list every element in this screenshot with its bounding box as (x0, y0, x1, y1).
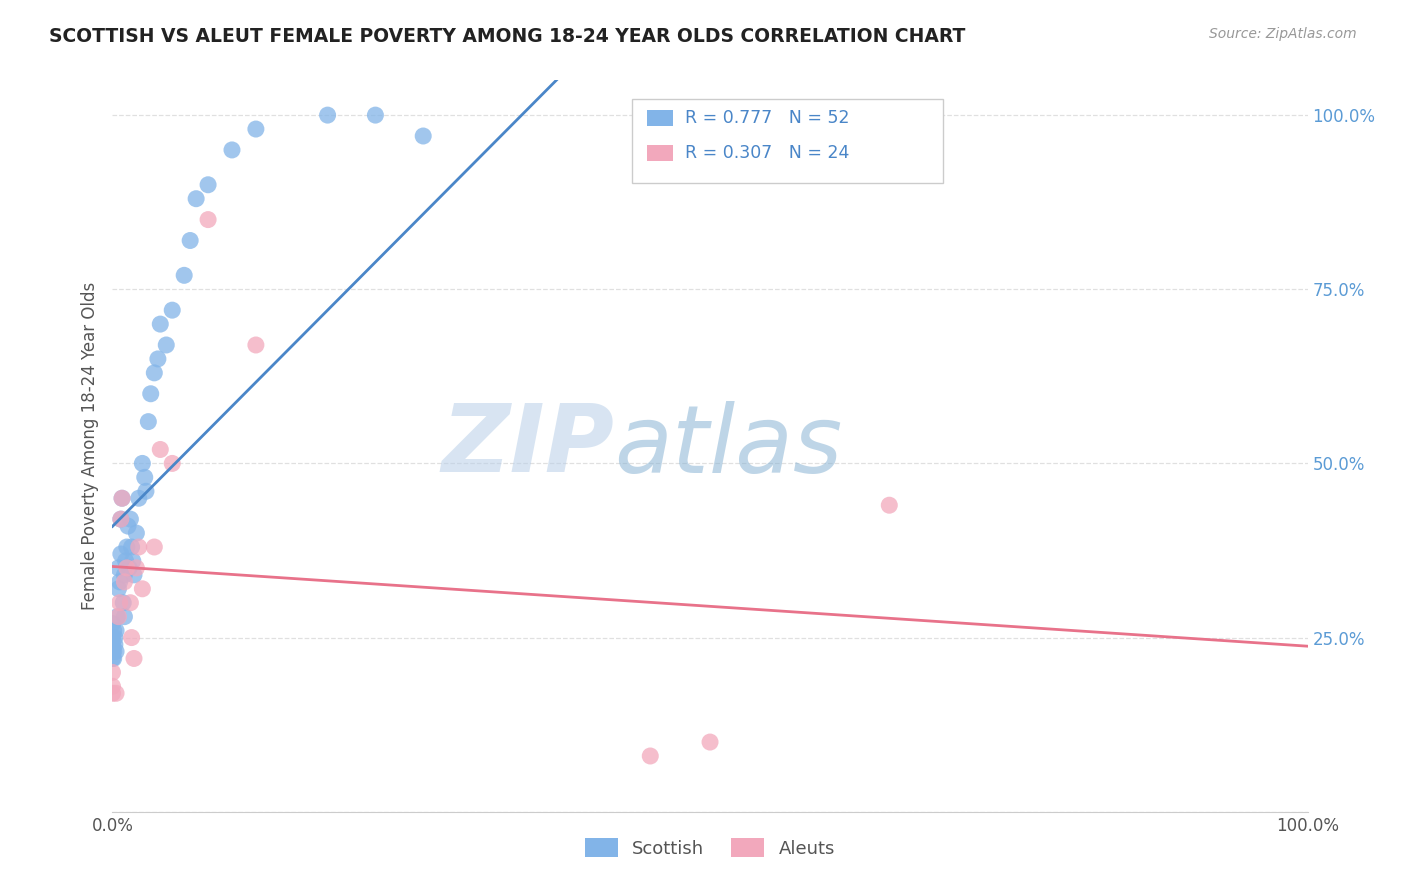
FancyBboxPatch shape (633, 99, 943, 183)
Point (101, 616, 124, 631)
Point (114, 567, 135, 582)
Point (125, 526, 148, 541)
Point (101, 679, 124, 693)
Text: R = 0.777   N = 52: R = 0.777 N = 52 (685, 110, 849, 128)
Point (121, 554, 143, 568)
Point (110, 547, 132, 561)
Point (879, 498, 901, 512)
Point (117, 519, 139, 533)
Point (412, 128, 434, 143)
Point (104, 631, 127, 645)
Point (111, 491, 134, 506)
Point (134, 470, 156, 484)
Point (131, 582, 153, 596)
Point (107, 582, 129, 596)
Point (245, 338, 267, 352)
Text: Source: ZipAtlas.com: Source: ZipAtlas.com (1209, 27, 1357, 41)
Point (131, 457, 153, 471)
Point (121, 631, 143, 645)
Legend: Scottish, Aleuts: Scottish, Aleuts (578, 831, 842, 865)
Point (103, 644, 125, 658)
Point (125, 561, 148, 575)
FancyBboxPatch shape (647, 145, 673, 161)
Point (120, 596, 142, 610)
Point (197, 212, 219, 227)
Point (107, 561, 129, 575)
Point (128, 540, 150, 554)
Point (245, 122, 267, 136)
Point (173, 268, 195, 283)
Point (162, 303, 183, 318)
Point (155, 338, 177, 352)
Point (143, 366, 166, 380)
Point (162, 457, 183, 471)
Point (146, 351, 169, 366)
Text: SCOTTISH VS ALEUT FEMALE POVERTY AMONG 18-24 YEAR OLDS CORRELATION CHART: SCOTTISH VS ALEUT FEMALE POVERTY AMONG 1… (49, 27, 966, 45)
Point (640, 749, 662, 764)
Point (105, 644, 128, 658)
Point (842, 143, 865, 157)
Point (149, 442, 172, 457)
Point (135, 484, 157, 499)
Point (115, 540, 138, 554)
Point (107, 609, 129, 624)
Text: R = 0.307   N = 24: R = 0.307 N = 24 (685, 145, 849, 162)
Point (197, 178, 219, 192)
Point (105, 686, 128, 700)
Point (112, 596, 135, 610)
Point (122, 651, 145, 665)
Point (101, 644, 124, 658)
Point (108, 596, 131, 610)
Point (128, 491, 150, 506)
Point (699, 735, 721, 749)
Point (110, 512, 132, 526)
Point (120, 512, 142, 526)
Point (114, 554, 136, 568)
Point (101, 651, 124, 665)
Point (108, 574, 131, 589)
Point (101, 631, 124, 645)
Point (101, 638, 124, 652)
Point (114, 609, 135, 624)
Point (221, 143, 243, 157)
Point (115, 561, 138, 575)
Point (122, 567, 145, 582)
Point (149, 317, 172, 331)
Point (139, 386, 162, 401)
FancyBboxPatch shape (647, 111, 673, 127)
Point (101, 686, 124, 700)
Point (364, 108, 387, 122)
Point (179, 234, 201, 248)
Point (101, 665, 124, 680)
Point (105, 624, 128, 638)
Point (143, 540, 166, 554)
Point (118, 561, 141, 575)
Text: atlas: atlas (614, 401, 842, 491)
Point (114, 574, 135, 589)
Point (121, 540, 143, 554)
Point (138, 415, 160, 429)
Point (110, 512, 132, 526)
Point (186, 192, 208, 206)
Y-axis label: Female Poverty Among 18-24 Year Olds: Female Poverty Among 18-24 Year Olds (80, 282, 98, 610)
Point (111, 491, 134, 506)
Point (316, 108, 339, 122)
Text: ZIP: ZIP (441, 400, 614, 492)
Point (104, 638, 127, 652)
Point (105, 609, 128, 624)
Point (103, 651, 125, 665)
Point (103, 624, 125, 638)
